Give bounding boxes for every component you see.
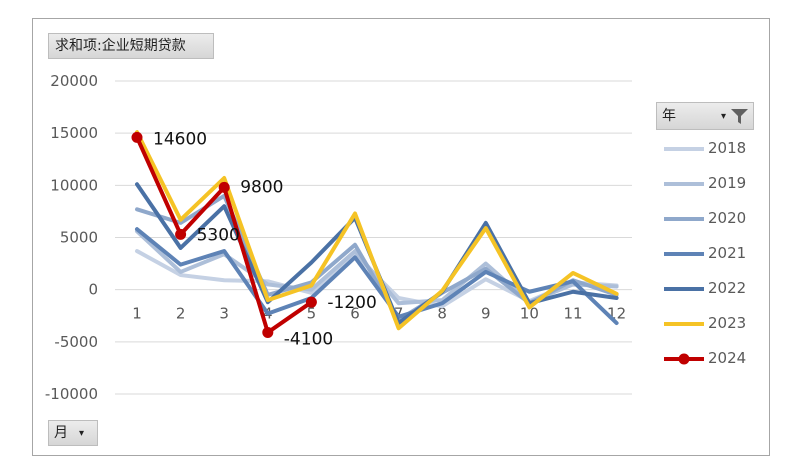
legend-label: 2022 bbox=[708, 279, 747, 297]
data-point-2024 bbox=[305, 296, 317, 308]
data-point-2024 bbox=[262, 326, 274, 338]
legend-swatch-marker bbox=[678, 353, 690, 365]
dropdown-arrow-icon[interactable]: ▾ bbox=[79, 428, 85, 439]
y-tick-label: 15000 bbox=[50, 124, 98, 142]
x-tick-label: 6 bbox=[350, 305, 360, 323]
y-tick-label: 20000 bbox=[50, 72, 98, 90]
data-label: -1200 bbox=[327, 293, 376, 313]
data-label: 9800 bbox=[240, 177, 283, 197]
data-label: 5300 bbox=[197, 225, 240, 245]
data-point-2024 bbox=[218, 181, 230, 193]
series-markers bbox=[131, 131, 317, 338]
data-point-2024 bbox=[131, 131, 143, 143]
legend-swatch bbox=[664, 287, 704, 291]
legend-label: 2019 bbox=[708, 174, 747, 192]
x-tick-label: 3 bbox=[219, 305, 229, 323]
x-tick-label: 1 bbox=[132, 305, 142, 323]
y-tick-label: -5000 bbox=[54, 333, 98, 351]
legend-label: 2021 bbox=[708, 244, 747, 262]
y-tick-label: 10000 bbox=[50, 176, 98, 194]
legend-label: 2024 bbox=[708, 349, 747, 367]
x-tick-label: 2 bbox=[176, 305, 186, 323]
data-label: -4100 bbox=[284, 329, 333, 349]
value-field-label: 求和项:企业短期贷款 bbox=[55, 38, 186, 54]
x-tick-label: 5 bbox=[307, 305, 317, 323]
legend-swatch bbox=[664, 252, 704, 256]
legend-swatch bbox=[664, 322, 704, 326]
legend-field-label: 年 bbox=[662, 108, 676, 124]
legend-item-2023: 2023 bbox=[662, 313, 772, 335]
y-tick-label: 0 bbox=[88, 281, 98, 299]
legend-swatch bbox=[664, 217, 704, 221]
value-field-button[interactable]: 求和项:企业短期贷款 bbox=[48, 33, 214, 59]
filter-icon[interactable] bbox=[731, 109, 748, 124]
legend-item-2018: 2018 bbox=[662, 138, 772, 160]
legend-swatch bbox=[664, 182, 704, 186]
x-tick-label: 10 bbox=[520, 305, 539, 323]
x-axis-tick-labels: 1 2 3 4 5 6 7 8 9 10 11 12 bbox=[132, 305, 626, 323]
legend-item-2020: 2020 bbox=[662, 208, 772, 230]
data-label: 14600 bbox=[153, 129, 207, 149]
axis-field-button[interactable]: 月 ▾ bbox=[48, 420, 98, 446]
dropdown-arrow-icon[interactable]: ▾ bbox=[721, 111, 727, 122]
data-point-2024 bbox=[175, 228, 187, 240]
x-tick-label: 8 bbox=[437, 305, 447, 323]
x-tick-label: 12 bbox=[607, 305, 626, 323]
y-tick-label: -10000 bbox=[45, 385, 98, 403]
axis-field-label: 月 bbox=[54, 425, 68, 441]
legend-swatch bbox=[664, 147, 704, 151]
legend-item-2021: 2021 bbox=[662, 243, 772, 265]
legend-item-2022: 2022 bbox=[662, 278, 772, 300]
series-line-2021 bbox=[135, 227, 619, 326]
series-line-2023 bbox=[135, 130, 619, 331]
legend-label: 2018 bbox=[708, 139, 747, 157]
legend-swatch bbox=[664, 353, 704, 365]
legend-item-2019: 2019 bbox=[662, 173, 772, 195]
gridlines bbox=[115, 80, 632, 395]
x-tick-label: 11 bbox=[563, 305, 582, 323]
y-axis-tick-labels: 20000 15000 10000 5000 0 -5000 -10000 bbox=[45, 72, 98, 403]
x-tick-label: 9 bbox=[481, 305, 491, 323]
legend-label: 2020 bbox=[708, 209, 747, 227]
y-tick-label: 5000 bbox=[60, 229, 98, 247]
data-labels: 14600 5300 9800 -4100 -1200 bbox=[153, 129, 377, 349]
legend-field-button[interactable]: 年 ▾ bbox=[656, 102, 754, 130]
legend-label: 2023 bbox=[708, 314, 747, 332]
legend-item-2024: 2024 bbox=[662, 348, 772, 370]
